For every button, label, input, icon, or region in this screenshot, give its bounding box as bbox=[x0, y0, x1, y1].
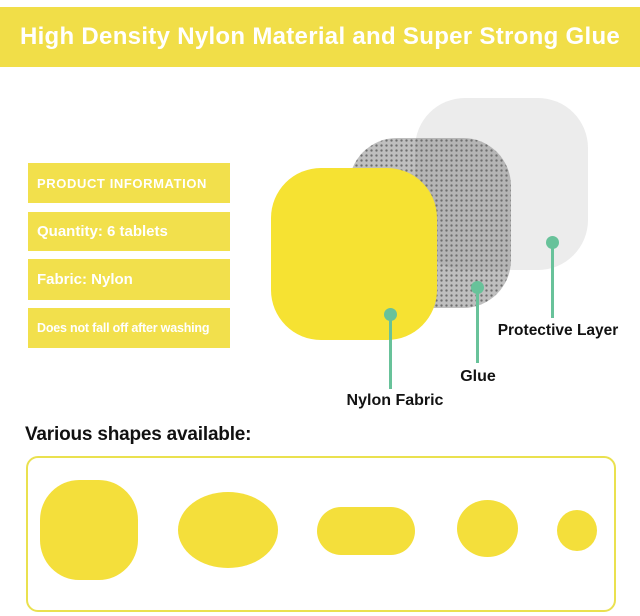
info-label-text: PRODUCT INFORMATION bbox=[37, 175, 208, 191]
nylon-fabric-connector bbox=[384, 308, 397, 389]
protective-layer-connector bbox=[546, 236, 559, 318]
info-label-quantity: Quantity: 6 tablets bbox=[28, 212, 230, 251]
nylon-fabric-square bbox=[271, 168, 437, 340]
glue-connector bbox=[471, 281, 484, 363]
connector-line bbox=[476, 293, 479, 363]
protective-layer-label: Protective Layer bbox=[497, 322, 619, 339]
shape-small-circle bbox=[557, 510, 597, 551]
connector-dot-icon bbox=[384, 308, 397, 321]
info-label-fabric: Fabric: Nylon bbox=[28, 259, 230, 300]
header-title: High Density Nylon Material and Super St… bbox=[19, 23, 621, 50]
shapes-heading: Various shapes available: bbox=[25, 424, 252, 445]
shape-oval bbox=[178, 492, 278, 568]
shape-circle bbox=[457, 500, 518, 557]
info-label-product-information: PRODUCT INFORMATION bbox=[28, 163, 230, 203]
nylon-fabric-label: Nylon Fabric bbox=[346, 392, 444, 409]
connector-line bbox=[551, 248, 554, 318]
info-label-text: Does not fall off after washing bbox=[37, 321, 210, 335]
connector-line bbox=[389, 320, 392, 389]
connector-dot-icon bbox=[471, 281, 484, 294]
info-label-text: Fabric: Nylon bbox=[37, 271, 133, 288]
header-banner: High Density Nylon Material and Super St… bbox=[0, 7, 640, 67]
shape-pill bbox=[317, 507, 415, 555]
shape-rounded-square bbox=[40, 480, 138, 580]
info-label-washing: Does not fall off after washing bbox=[28, 308, 230, 348]
connector-dot-icon bbox=[546, 236, 559, 249]
glue-label: Glue bbox=[460, 368, 496, 385]
info-label-text: Quantity: 6 tablets bbox=[37, 223, 168, 240]
